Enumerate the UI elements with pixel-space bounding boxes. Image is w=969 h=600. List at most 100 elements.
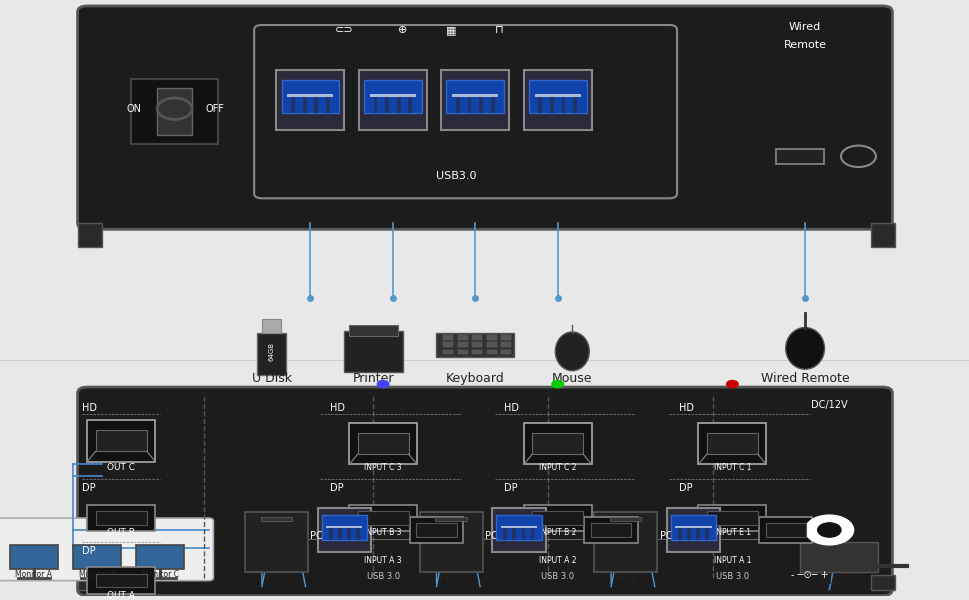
Text: ⊓: ⊓ bbox=[495, 25, 503, 35]
Bar bbox=[500, 526, 537, 528]
Text: Mouse: Mouse bbox=[551, 371, 592, 385]
Bar bbox=[593, 512, 657, 572]
Text: PC 3: PC 3 bbox=[310, 531, 332, 541]
Bar bbox=[501, 343, 511, 347]
Bar bbox=[490, 97, 494, 113]
Bar bbox=[443, 335, 453, 340]
Bar bbox=[385, 97, 389, 113]
Bar bbox=[446, 80, 504, 113]
Bar bbox=[419, 512, 482, 572]
Bar bbox=[443, 343, 453, 347]
Bar bbox=[369, 94, 416, 97]
Bar bbox=[409, 517, 462, 544]
Text: INPUT C 2: INPUT C 2 bbox=[539, 463, 576, 472]
Bar bbox=[765, 523, 805, 536]
Bar bbox=[472, 350, 482, 355]
Text: HD: HD bbox=[82, 403, 97, 413]
Bar bbox=[534, 94, 580, 97]
Bar bbox=[523, 70, 591, 130]
Bar bbox=[532, 433, 582, 454]
Text: DC/12V: DC/12V bbox=[810, 400, 847, 410]
Bar bbox=[549, 97, 553, 113]
Text: INPUT C 3: INPUT C 3 bbox=[364, 463, 401, 472]
Text: HD: HD bbox=[678, 403, 693, 413]
Bar bbox=[799, 542, 877, 572]
Bar bbox=[706, 511, 757, 525]
Text: - ─⊙─ +: - ─⊙─ + bbox=[790, 569, 828, 580]
Bar bbox=[496, 515, 541, 540]
Text: HD: HD bbox=[504, 403, 518, 413]
Bar bbox=[667, 508, 719, 553]
Bar bbox=[696, 528, 700, 540]
Text: PC 1: PC 1 bbox=[659, 531, 681, 541]
Text: OUT A: OUT A bbox=[108, 591, 135, 600]
Bar bbox=[472, 343, 482, 347]
Bar bbox=[87, 420, 155, 461]
Bar bbox=[349, 325, 397, 337]
Bar bbox=[503, 528, 507, 540]
Bar bbox=[671, 515, 715, 540]
Bar bbox=[479, 97, 483, 113]
Text: ON: ON bbox=[126, 104, 141, 113]
Text: Wired: Wired bbox=[788, 22, 821, 32]
Bar bbox=[96, 574, 146, 587]
Bar bbox=[538, 97, 542, 113]
Bar bbox=[96, 511, 146, 525]
Bar bbox=[359, 70, 426, 130]
Text: Monitor B: Monitor B bbox=[78, 570, 115, 579]
Bar bbox=[573, 97, 577, 113]
Bar bbox=[583, 517, 638, 544]
Bar bbox=[416, 523, 456, 536]
Text: Keyboard: Keyboard bbox=[446, 371, 504, 385]
Circle shape bbox=[377, 380, 389, 388]
Bar bbox=[78, 223, 102, 247]
Bar bbox=[291, 97, 295, 113]
Circle shape bbox=[726, 380, 737, 388]
Bar bbox=[523, 505, 591, 532]
Bar bbox=[467, 97, 471, 113]
Text: PC2: PC2 bbox=[439, 572, 462, 586]
FancyBboxPatch shape bbox=[78, 387, 891, 595]
Bar bbox=[501, 335, 511, 340]
Bar bbox=[698, 423, 766, 464]
Text: Printer: Printer bbox=[353, 371, 393, 385]
Bar bbox=[261, 517, 292, 521]
Bar bbox=[328, 528, 332, 540]
Text: OFF: OFF bbox=[205, 104, 225, 113]
Bar bbox=[521, 528, 525, 540]
Bar bbox=[455, 97, 459, 113]
Text: INPUT B 2: INPUT B 2 bbox=[539, 529, 576, 538]
Bar bbox=[610, 517, 641, 521]
Bar bbox=[344, 331, 402, 372]
Text: INPUT A 3: INPUT A 3 bbox=[364, 556, 401, 565]
FancyBboxPatch shape bbox=[78, 6, 891, 229]
Bar bbox=[590, 523, 631, 536]
Text: USB 3.0: USB 3.0 bbox=[366, 572, 399, 581]
Text: USB3.0: USB3.0 bbox=[435, 170, 476, 181]
Bar bbox=[486, 335, 496, 340]
Bar bbox=[532, 511, 582, 525]
Text: DP: DP bbox=[504, 484, 517, 493]
Bar bbox=[347, 528, 351, 540]
Bar bbox=[287, 94, 333, 97]
Bar bbox=[136, 545, 184, 569]
Bar bbox=[326, 526, 362, 528]
Bar bbox=[686, 528, 690, 540]
Bar bbox=[358, 433, 408, 454]
Bar bbox=[561, 97, 565, 113]
Bar bbox=[317, 508, 370, 553]
Bar bbox=[396, 97, 400, 113]
Text: INPUT E 1: INPUT E 1 bbox=[713, 529, 750, 538]
Bar bbox=[87, 505, 155, 532]
Bar bbox=[486, 343, 496, 347]
Text: USB 3.0: USB 3.0 bbox=[715, 572, 748, 581]
Bar bbox=[363, 80, 422, 113]
Bar bbox=[491, 508, 545, 553]
Text: USB 3.0: USB 3.0 bbox=[541, 572, 574, 581]
Text: Monitor A: Monitor A bbox=[16, 570, 52, 579]
Bar bbox=[358, 511, 408, 525]
Bar bbox=[257, 334, 286, 375]
FancyBboxPatch shape bbox=[0, 518, 213, 581]
Bar bbox=[486, 350, 496, 355]
Text: OUT C: OUT C bbox=[108, 463, 135, 472]
